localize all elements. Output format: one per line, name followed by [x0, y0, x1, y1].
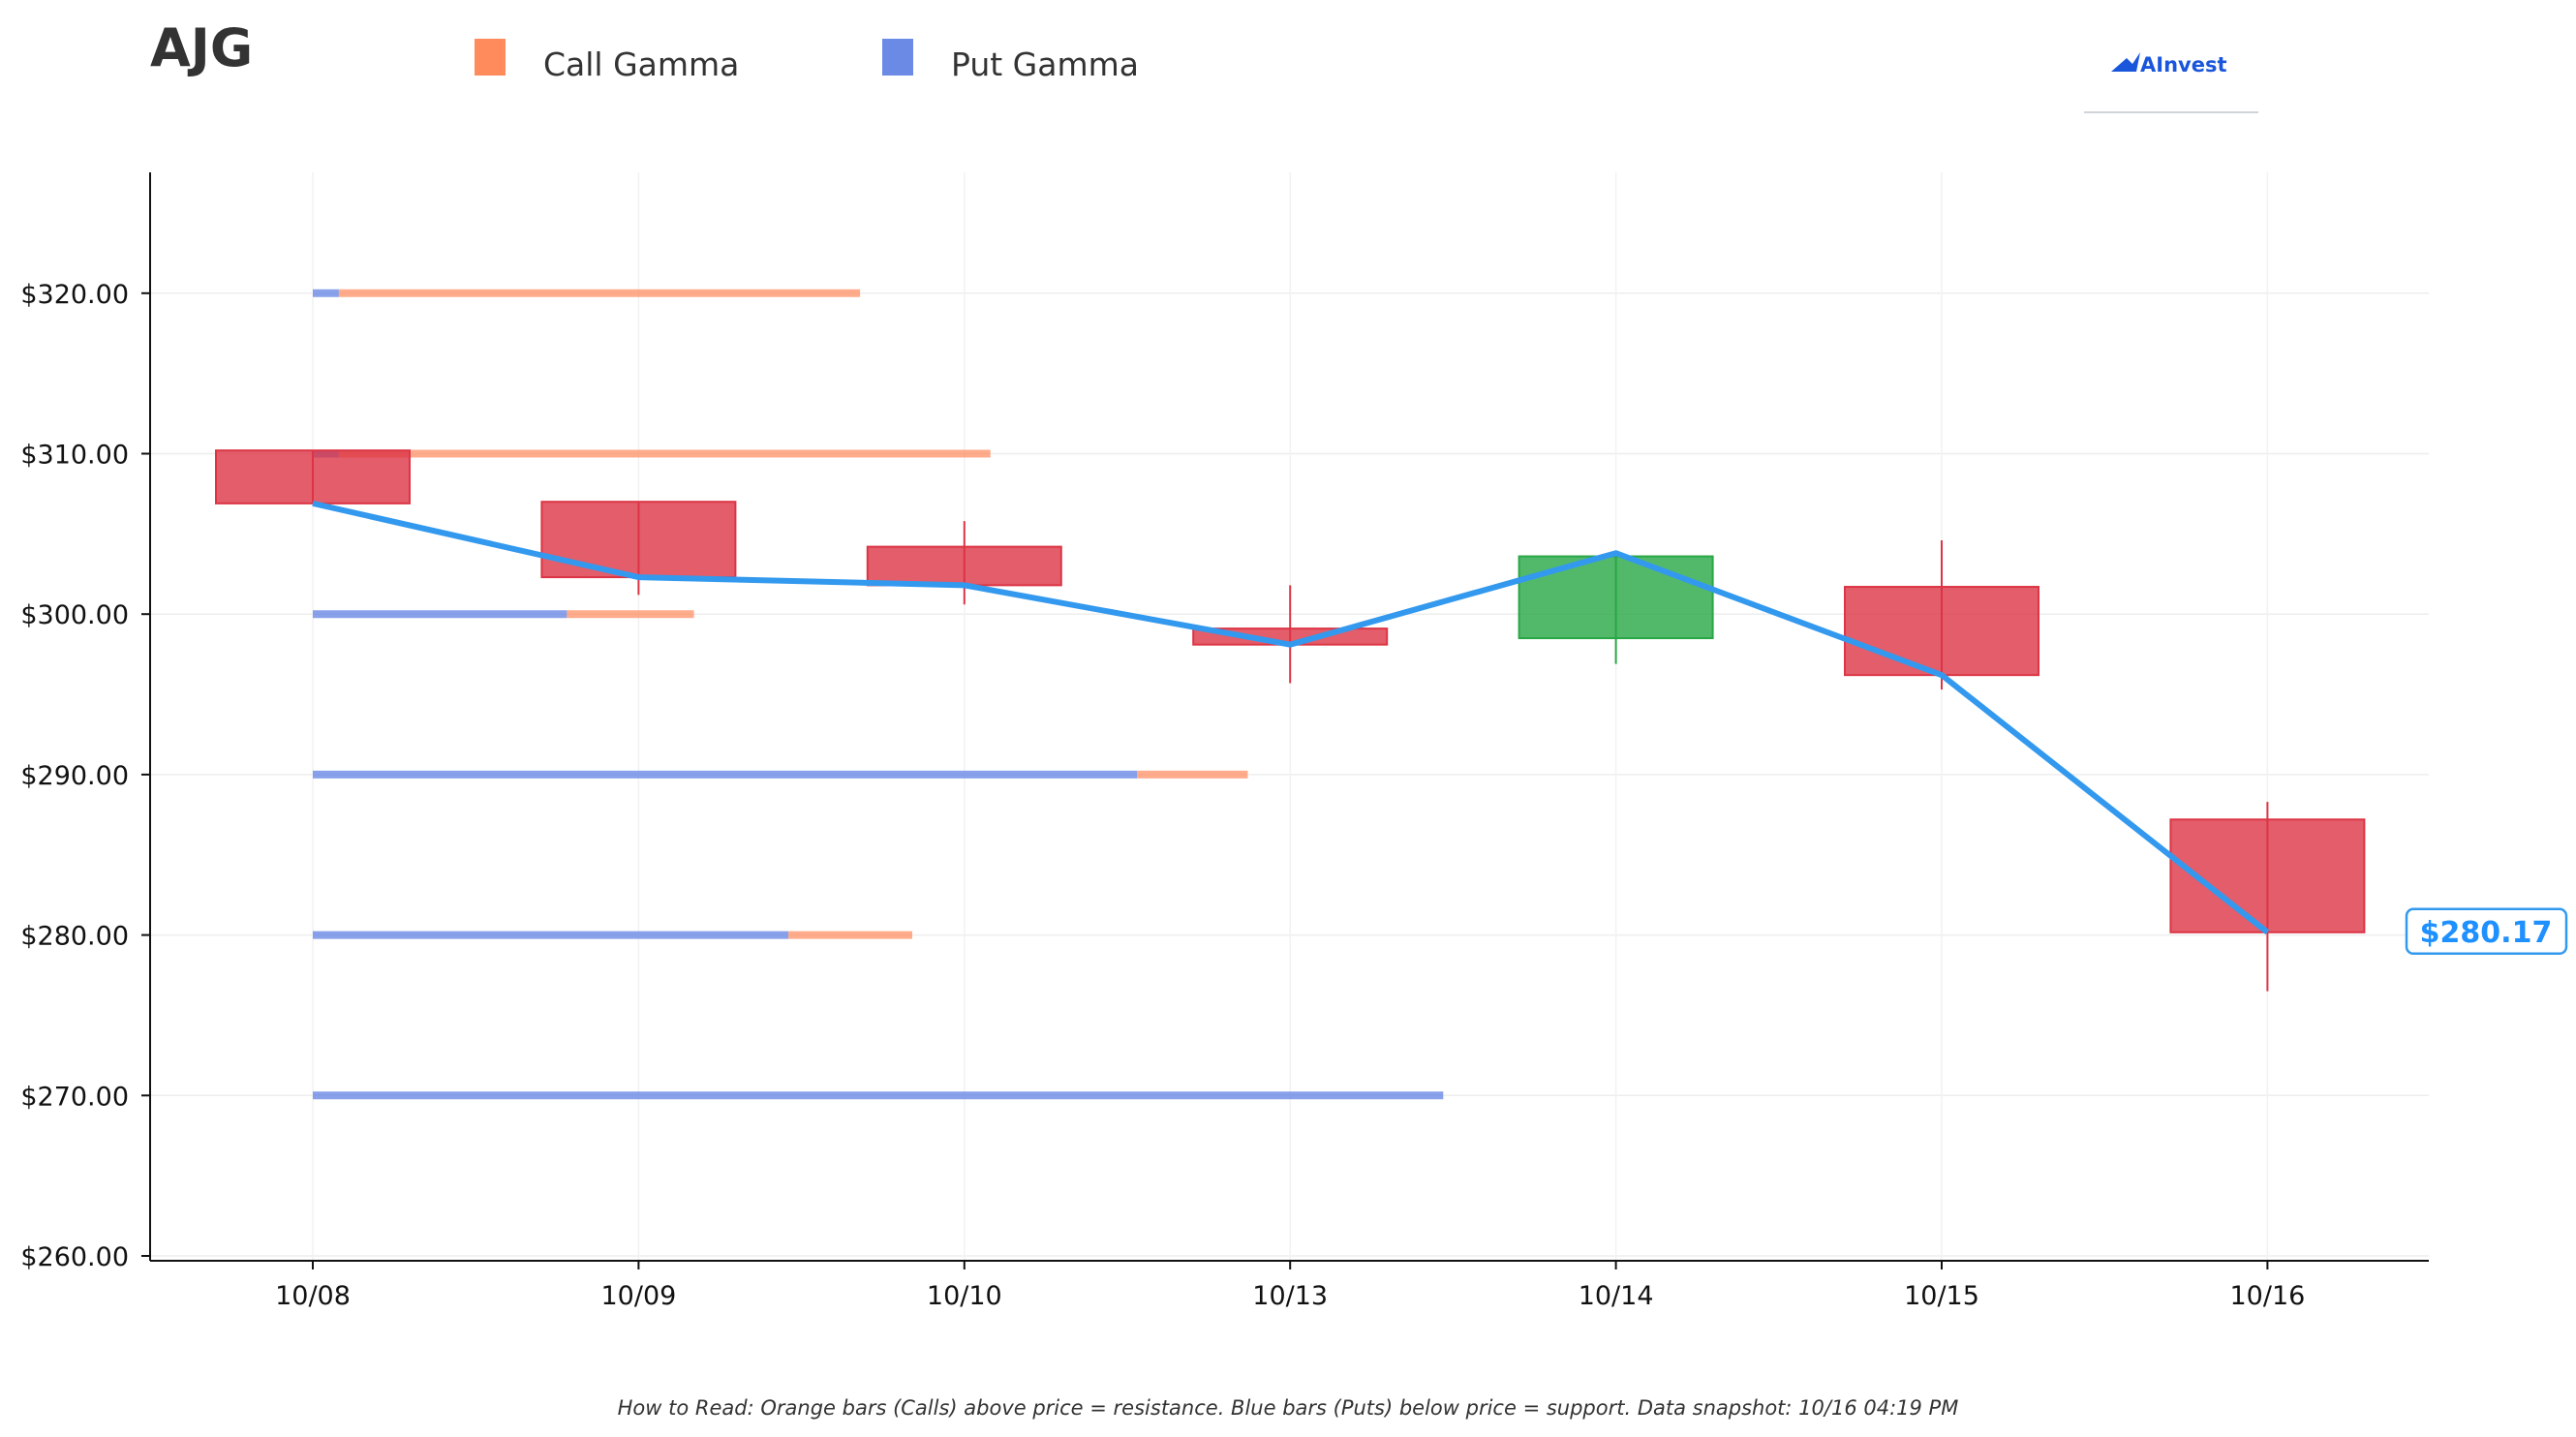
candle-body: [215, 449, 411, 504]
close-price-line: [312, 500, 2270, 935]
y-tick-label: $320.00: [20, 280, 129, 310]
x-tick-label: 10/15: [1904, 1281, 1979, 1311]
legend-call-swatch: [475, 39, 506, 76]
x-tick-label: 10/16: [2229, 1281, 2305, 1311]
legend: Call Gamma Put Gamma: [475, 39, 1139, 83]
logo-text: AInvest: [2140, 53, 2227, 76]
y-tick-label: $280.00: [20, 922, 129, 952]
legend-put-swatch: [882, 39, 913, 76]
x-tick-label: 10/13: [1252, 1281, 1328, 1311]
candle-body: [540, 501, 737, 579]
chart-title: AJG: [150, 17, 253, 78]
legend-call-label: Call Gamma: [543, 46, 739, 83]
logo-chart-icon: [2111, 52, 2140, 72]
candle-body: [1518, 555, 1714, 640]
x-tick-label: 10/09: [600, 1281, 676, 1311]
y-tick-label: $310.00: [20, 441, 129, 471]
x-tick-label: 10/08: [275, 1281, 351, 1311]
y-tick-label: $290.00: [20, 761, 129, 791]
y-tick-label: $260.00: [20, 1242, 129, 1272]
y-tick-label: $300.00: [20, 600, 129, 630]
last-price-badge: [2405, 907, 2568, 956]
y-tick-label: $270.00: [20, 1082, 129, 1112]
plot-area: $260.00 $270.00 $280.00 $290.00 $300.00 $310.…: [20, 172, 2568, 1311]
candle-body: [1844, 586, 2039, 677]
candle-body: [866, 545, 1062, 587]
last-price-label: $280.17: [2420, 916, 2553, 950]
x-tick-label: 10/14: [1579, 1281, 1654, 1311]
legend-put-label: Put Gamma: [951, 46, 1139, 83]
brand-logo: AInvest: [2084, 52, 2258, 113]
candle-body: [2169, 818, 2366, 933]
x-tick-label: 10/10: [927, 1281, 1002, 1311]
how-to-read-note: How to Read: Orange bars (Calls) above p…: [618, 1396, 1959, 1420]
